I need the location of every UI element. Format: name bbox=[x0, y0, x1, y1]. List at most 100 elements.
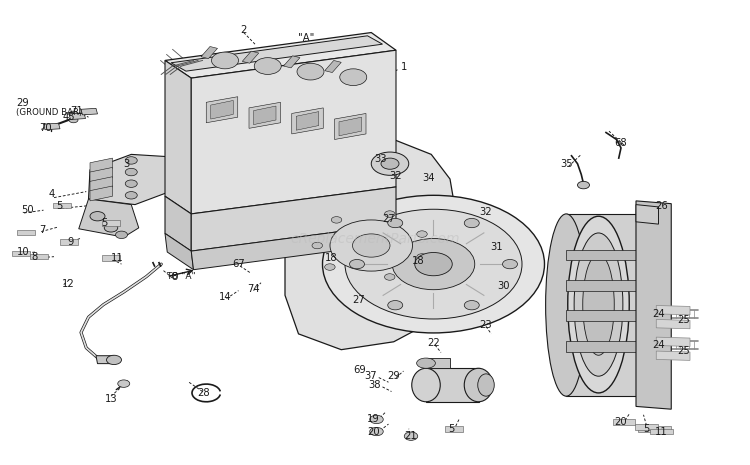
Circle shape bbox=[312, 242, 322, 249]
Polygon shape bbox=[12, 251, 30, 256]
Polygon shape bbox=[426, 358, 450, 368]
Polygon shape bbox=[325, 60, 341, 73]
Polygon shape bbox=[242, 51, 259, 63]
Polygon shape bbox=[566, 310, 636, 321]
Polygon shape bbox=[53, 203, 70, 208]
Text: 26: 26 bbox=[656, 200, 668, 211]
Text: 11: 11 bbox=[111, 253, 124, 263]
Text: 74: 74 bbox=[248, 284, 259, 294]
Text: 9: 9 bbox=[68, 237, 74, 247]
Ellipse shape bbox=[583, 254, 614, 355]
Text: 2: 2 bbox=[241, 25, 247, 35]
Circle shape bbox=[381, 158, 399, 169]
Text: 32: 32 bbox=[480, 206, 492, 217]
Text: 14: 14 bbox=[219, 292, 231, 302]
Polygon shape bbox=[79, 199, 139, 237]
Text: 67: 67 bbox=[232, 259, 244, 269]
Text: 38: 38 bbox=[368, 380, 381, 390]
Polygon shape bbox=[165, 233, 194, 270]
Text: 13: 13 bbox=[105, 394, 117, 404]
Text: 22: 22 bbox=[427, 338, 439, 348]
Circle shape bbox=[350, 259, 364, 269]
Polygon shape bbox=[656, 351, 690, 360]
Polygon shape bbox=[90, 167, 112, 182]
Ellipse shape bbox=[478, 374, 494, 396]
Text: TO "A": TO "A" bbox=[166, 272, 196, 281]
Text: 5: 5 bbox=[56, 200, 62, 211]
Polygon shape bbox=[206, 97, 238, 123]
Text: 24: 24 bbox=[652, 340, 664, 350]
Circle shape bbox=[125, 180, 137, 187]
Circle shape bbox=[69, 117, 78, 123]
Text: 7: 7 bbox=[39, 225, 45, 235]
Circle shape bbox=[116, 231, 128, 239]
Circle shape bbox=[417, 231, 428, 237]
Polygon shape bbox=[566, 280, 636, 291]
Text: 24: 24 bbox=[652, 309, 664, 319]
Circle shape bbox=[392, 239, 475, 290]
Polygon shape bbox=[102, 220, 120, 226]
Circle shape bbox=[211, 52, 238, 69]
Polygon shape bbox=[638, 426, 656, 432]
Polygon shape bbox=[211, 100, 233, 119]
Text: 5: 5 bbox=[448, 424, 454, 434]
Polygon shape bbox=[201, 46, 217, 59]
Polygon shape bbox=[30, 254, 48, 259]
Text: 8: 8 bbox=[171, 272, 177, 282]
Polygon shape bbox=[566, 250, 636, 260]
Circle shape bbox=[371, 152, 409, 175]
Circle shape bbox=[385, 211, 395, 217]
Polygon shape bbox=[44, 123, 60, 130]
Text: 45: 45 bbox=[63, 112, 75, 122]
Polygon shape bbox=[191, 224, 398, 270]
Text: 33: 33 bbox=[375, 154, 387, 164]
Polygon shape bbox=[445, 426, 463, 432]
Text: 25: 25 bbox=[678, 315, 690, 325]
Polygon shape bbox=[284, 56, 300, 68]
Text: (GROUND BAR): (GROUND BAR) bbox=[16, 108, 82, 117]
Circle shape bbox=[415, 252, 452, 276]
Polygon shape bbox=[165, 33, 396, 78]
Circle shape bbox=[404, 432, 418, 440]
Circle shape bbox=[297, 63, 324, 80]
Circle shape bbox=[385, 274, 395, 280]
Ellipse shape bbox=[545, 214, 586, 396]
Text: 29: 29 bbox=[16, 98, 29, 108]
Polygon shape bbox=[613, 419, 635, 425]
Circle shape bbox=[106, 355, 122, 365]
Circle shape bbox=[345, 209, 522, 319]
Circle shape bbox=[332, 217, 342, 223]
Polygon shape bbox=[165, 196, 191, 251]
Circle shape bbox=[578, 181, 590, 189]
Polygon shape bbox=[292, 108, 323, 134]
Circle shape bbox=[388, 219, 403, 228]
Polygon shape bbox=[636, 201, 671, 409]
Text: 3: 3 bbox=[124, 159, 130, 169]
Polygon shape bbox=[90, 186, 112, 201]
Text: 69: 69 bbox=[353, 365, 366, 375]
Circle shape bbox=[69, 111, 78, 117]
Text: 68: 68 bbox=[615, 138, 627, 148]
Text: 1: 1 bbox=[401, 62, 408, 73]
Text: 20: 20 bbox=[368, 426, 380, 437]
Circle shape bbox=[125, 192, 137, 199]
Circle shape bbox=[503, 259, 518, 269]
Circle shape bbox=[330, 220, 412, 271]
Ellipse shape bbox=[464, 368, 493, 402]
Circle shape bbox=[325, 264, 335, 270]
Text: 10: 10 bbox=[16, 247, 29, 257]
Circle shape bbox=[125, 157, 137, 164]
Polygon shape bbox=[566, 341, 636, 352]
Polygon shape bbox=[69, 113, 86, 120]
Text: 29: 29 bbox=[387, 371, 400, 381]
Ellipse shape bbox=[412, 368, 440, 402]
Text: 18: 18 bbox=[413, 256, 424, 266]
Text: 30: 30 bbox=[498, 281, 510, 291]
Polygon shape bbox=[656, 337, 690, 346]
Text: 37: 37 bbox=[364, 371, 376, 381]
Polygon shape bbox=[191, 50, 396, 214]
Text: 27: 27 bbox=[382, 214, 394, 225]
Polygon shape bbox=[656, 306, 690, 315]
Ellipse shape bbox=[574, 233, 622, 376]
Text: eReplacementParts.com: eReplacementParts.com bbox=[290, 232, 460, 246]
